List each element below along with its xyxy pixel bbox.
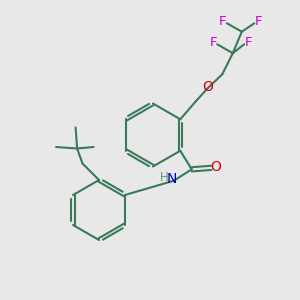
Text: F: F — [244, 36, 252, 49]
Text: F: F — [209, 36, 217, 49]
Text: H: H — [160, 171, 169, 184]
Text: F: F — [219, 15, 226, 28]
Text: N: N — [167, 172, 177, 186]
Text: O: O — [211, 160, 221, 174]
Text: F: F — [254, 15, 262, 28]
Text: O: O — [202, 80, 213, 94]
